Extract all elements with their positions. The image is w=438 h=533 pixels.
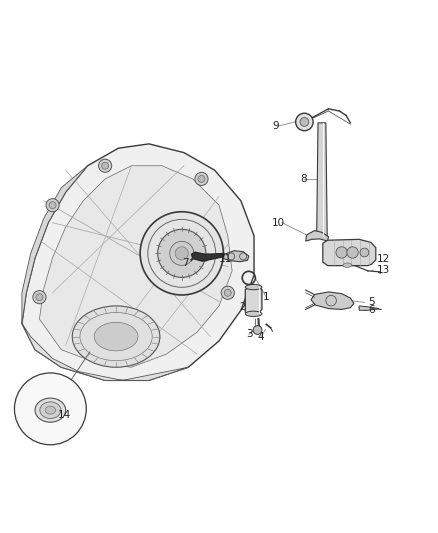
Text: 7: 7 [183,258,189,268]
Text: 5: 5 [368,297,374,308]
Text: 12: 12 [377,254,390,264]
Ellipse shape [140,212,223,295]
Circle shape [195,172,208,185]
Circle shape [36,294,43,301]
Ellipse shape [45,406,56,414]
Polygon shape [245,287,262,314]
Polygon shape [306,231,328,241]
Text: 9: 9 [273,122,279,131]
Circle shape [102,162,109,169]
Polygon shape [359,306,379,310]
Polygon shape [22,324,188,381]
Text: 13: 13 [377,265,390,275]
Polygon shape [22,166,88,324]
Circle shape [360,248,369,257]
Text: 11: 11 [219,254,232,264]
Ellipse shape [245,311,262,317]
Circle shape [296,113,313,131]
Ellipse shape [72,306,160,367]
Polygon shape [323,239,376,265]
Circle shape [347,247,358,258]
Circle shape [224,289,231,296]
Circle shape [300,118,309,126]
Circle shape [198,175,205,182]
Polygon shape [22,144,254,381]
Ellipse shape [175,247,188,260]
Polygon shape [311,292,354,310]
Circle shape [221,286,234,300]
Text: 1: 1 [263,292,269,302]
Ellipse shape [40,402,61,418]
Circle shape [46,199,59,212]
Ellipse shape [158,229,206,278]
Text: 10: 10 [272,217,285,228]
Circle shape [336,247,347,258]
Text: 6: 6 [368,305,374,316]
Ellipse shape [94,322,138,351]
Circle shape [253,326,262,334]
Text: 8: 8 [300,174,307,184]
Text: 2: 2 [240,302,246,312]
Circle shape [33,290,46,304]
Polygon shape [191,252,224,261]
Ellipse shape [343,263,352,268]
Polygon shape [317,123,327,236]
Ellipse shape [35,398,66,422]
Polygon shape [39,166,232,367]
Text: 14: 14 [58,409,71,419]
Ellipse shape [245,285,262,290]
Circle shape [49,201,56,209]
Ellipse shape [170,241,194,265]
Text: 4: 4 [258,332,265,342]
Polygon shape [223,251,249,262]
Text: 3: 3 [246,329,252,340]
Circle shape [99,159,112,172]
Circle shape [14,373,86,445]
